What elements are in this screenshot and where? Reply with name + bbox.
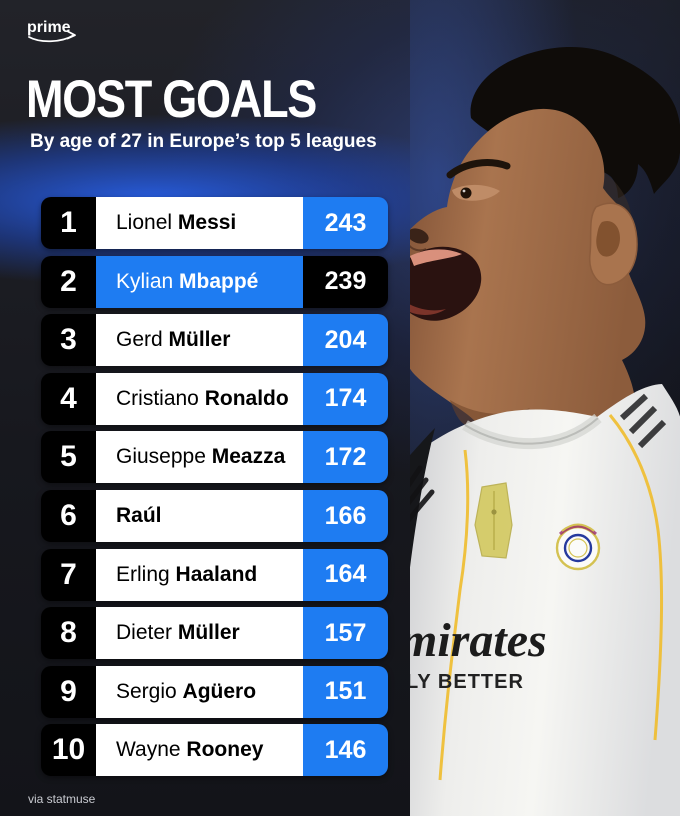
svg-text:mirates: mirates (410, 614, 547, 667)
svg-text:LY BETTER: LY BETTER (410, 671, 524, 693)
svg-text:prime: prime (27, 19, 71, 36)
